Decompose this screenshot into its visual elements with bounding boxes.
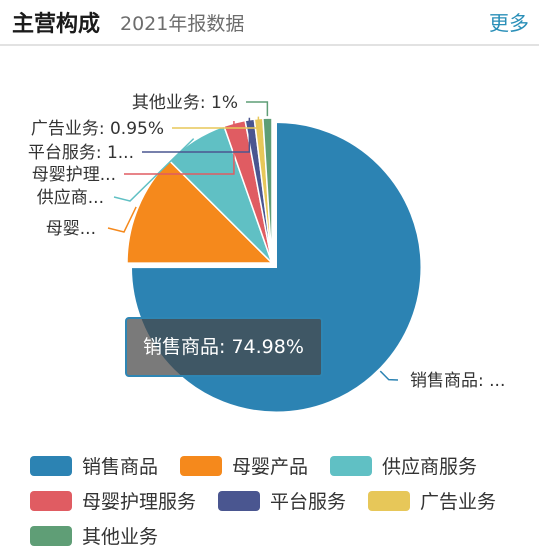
legend-label: 其他业务 <box>82 526 159 548</box>
leader-line <box>379 370 399 381</box>
chart-tooltip: 销售商品: 74.98% <box>125 317 323 377</box>
slice-label: 母婴... <box>46 219 96 239</box>
leader-line <box>124 121 235 175</box>
slice-label: 供应商... <box>37 188 104 208</box>
legend-item[interactable]: 销售商品 <box>30 452 158 479</box>
legend-row: 母婴护理服务 平台服务 广告业务 <box>30 483 530 518</box>
legend-item[interactable]: 母婴产品 <box>180 452 308 479</box>
legend-row: 其他业务 <box>30 518 530 553</box>
legend-row: 销售商品 母婴产品 供应商服务 <box>30 448 530 483</box>
pie-slice[interactable] <box>262 117 273 264</box>
legend-swatch <box>30 490 72 511</box>
legend-label: 销售商品 <box>82 456 159 478</box>
legend-label: 平台服务 <box>270 491 347 513</box>
more-link[interactable]: 更多 <box>489 11 529 35</box>
leader-line <box>113 138 195 202</box>
legend-swatch <box>180 455 223 476</box>
slice-label: 平台服务: 1... <box>28 143 134 163</box>
section-title: 主营构成 <box>12 12 101 37</box>
section-subtitle: 2021年报数据 <box>120 13 245 35</box>
slice-label: 其他业务: 1% <box>132 93 238 113</box>
pie-slice[interactable] <box>126 159 274 264</box>
chart-legend: 销售商品 母婴产品 供应商服务母婴护理服务 平台服务 广告业务其他业务 <box>30 448 530 553</box>
legend-swatch <box>30 525 72 546</box>
leader-line <box>246 101 269 117</box>
slice-label: 广告业务: 0.95% <box>31 119 164 139</box>
legend-item[interactable]: 供应商服务 <box>330 452 477 479</box>
legend-label: 供应商服务 <box>382 456 478 478</box>
legend-label: 母婴护理服务 <box>82 491 197 513</box>
card-header: 主营构成 2021年报数据 更多 <box>0 0 539 46</box>
slice-label: 母婴护理... <box>32 165 116 185</box>
legend-item[interactable]: 其他业务 <box>30 522 158 549</box>
legend-swatch <box>330 455 373 476</box>
pie-chart: 销售商品: ... 母婴... 供应商... 母婴护理...平台服务: 1... 广告业… <box>28 93 505 413</box>
leader-line <box>142 117 251 153</box>
legend-swatch <box>368 490 411 511</box>
legend-label: 广告业务 <box>420 491 497 513</box>
legend-swatch <box>30 455 72 476</box>
legend-item[interactable]: 母婴护理服务 <box>30 487 196 514</box>
leader-line <box>172 116 260 129</box>
legend-item[interactable]: 广告业务 <box>368 487 496 514</box>
leader-line <box>107 206 137 233</box>
legend-swatch <box>218 490 261 511</box>
legend-item[interactable]: 平台服务 <box>218 487 346 514</box>
legend-label: 母婴产品 <box>232 456 309 478</box>
slice-label: 销售商品: ... <box>410 371 505 391</box>
